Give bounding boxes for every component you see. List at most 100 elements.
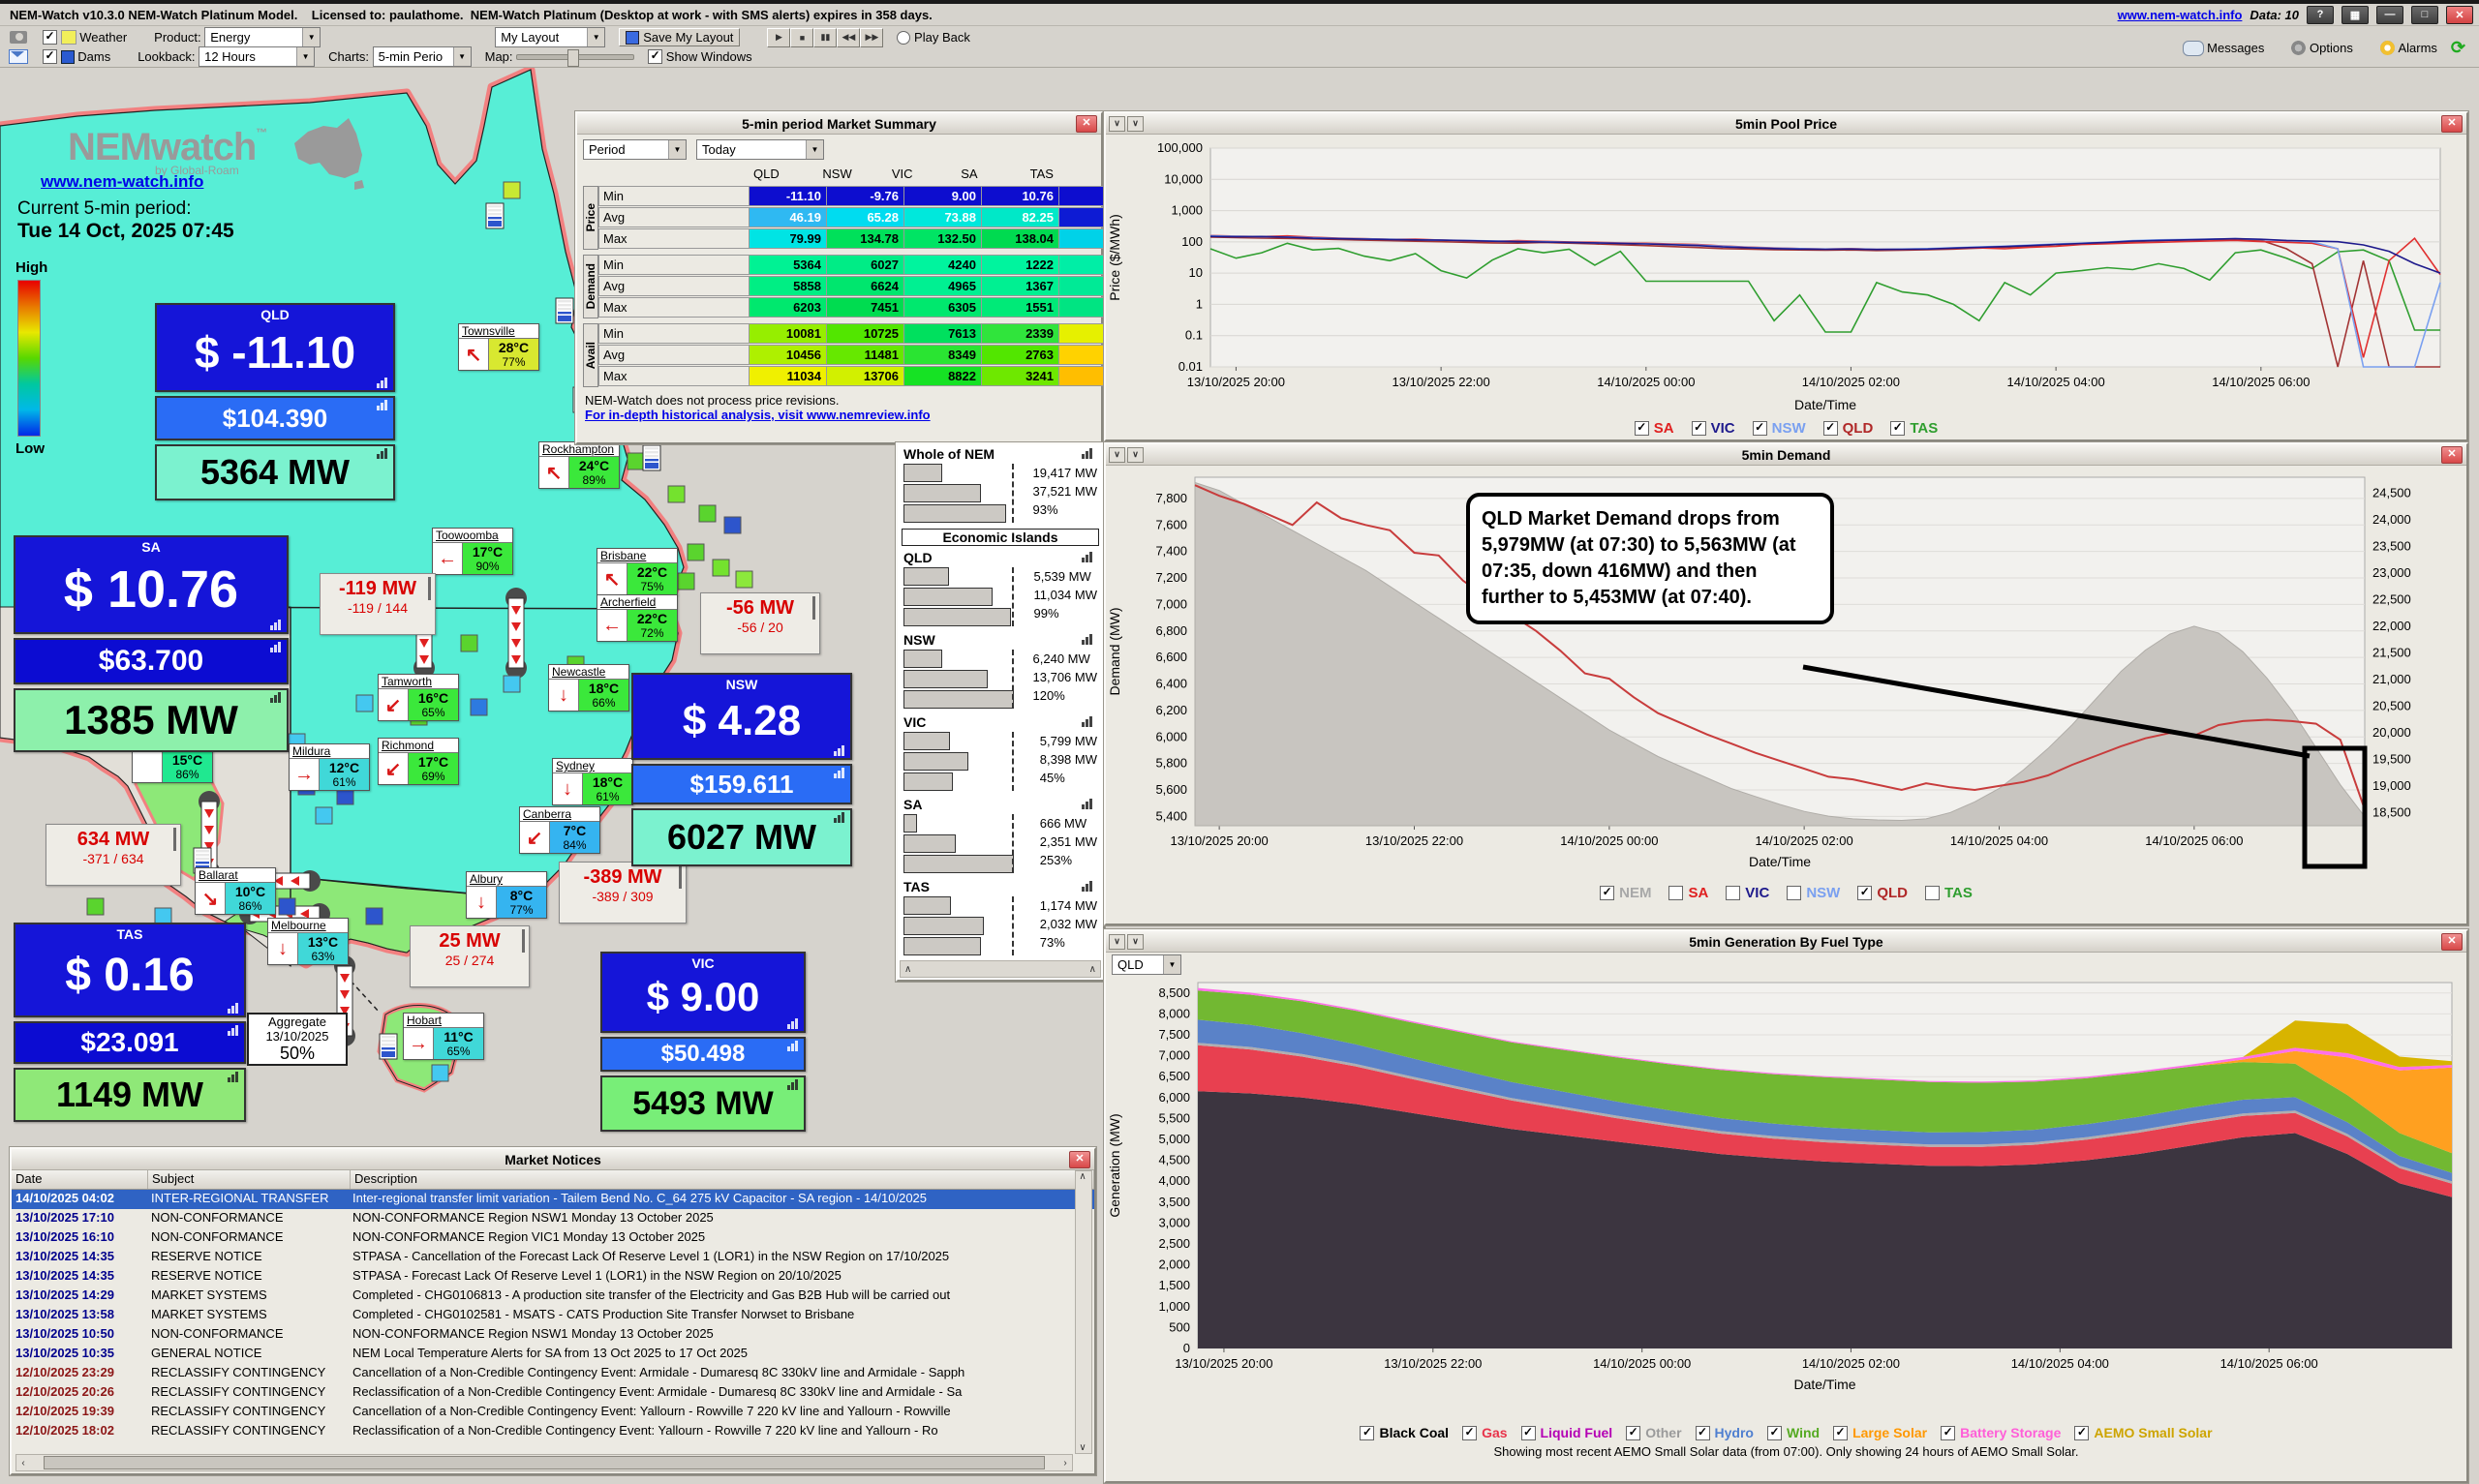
notice-row[interactable]: 13/10/2025 14:35 RESERVE NOTICE STPASA - F… bbox=[15, 1268, 842, 1283]
dams-checkbox[interactable]: ✓ bbox=[43, 49, 57, 64]
layout-dropdown[interactable]: My Layout ▼ bbox=[495, 27, 606, 47]
weather-station-archerfield[interactable]: Archerfield ← 22°C 72% bbox=[597, 594, 678, 642]
camera-icon[interactable] bbox=[8, 28, 29, 47]
region-price-box-nsw[interactable]: NSW $ 4.28 $159.611 6027 MW bbox=[631, 673, 852, 870]
generator-marker[interactable] bbox=[712, 559, 730, 577]
generator-marker[interactable] bbox=[431, 1064, 449, 1082]
generation-region-dropdown[interactable]: QLD ▼ bbox=[1112, 954, 1181, 975]
close-icon[interactable]: ✕ bbox=[1069, 1151, 1090, 1168]
weather-station-ballarat[interactable]: Ballarat ↘ 10°C 86% bbox=[195, 867, 276, 915]
weather-station-brisbane[interactable]: Brisbane ↖ 22°C 75% bbox=[597, 548, 678, 595]
checkbox[interactable]: ✓ bbox=[1600, 886, 1615, 900]
weather-station-tamworth[interactable]: Tamworth ↙ 16°C 65% bbox=[378, 674, 459, 721]
pool-legend-nsw[interactable]: ✓ NSW bbox=[1752, 420, 1806, 437]
checkbox[interactable]: ✓ bbox=[1360, 1425, 1375, 1440]
checkbox[interactable] bbox=[1726, 886, 1741, 900]
notice-row[interactable]: 13/10/2025 10:50 NON-CONFORMANCE NON-CONFO… bbox=[15, 1326, 714, 1341]
pool-legend-qld[interactable]: ✓ QLD bbox=[1822, 420, 1873, 437]
help-button[interactable]: ? bbox=[2307, 5, 2334, 24]
generation-titlebar[interactable]: ∨ ∨ 5min Generation By Fuel Type ✕ bbox=[1106, 931, 2466, 953]
checkbox[interactable] bbox=[1787, 886, 1802, 900]
sidebar-site-link[interactable]: www.nem-watch.info bbox=[41, 172, 204, 191]
save-layout-button[interactable]: Save My Layout bbox=[619, 28, 741, 46]
chart-options-buttons[interactable]: ∨ ∨ bbox=[1109, 934, 1144, 950]
notices-col-description[interactable]: Description bbox=[351, 1170, 1094, 1189]
close-icon[interactable]: ✕ bbox=[1076, 115, 1097, 133]
notice-row[interactable]: 13/10/2025 14:35 RESERVE NOTICE STPASA - C… bbox=[15, 1249, 950, 1263]
close-icon[interactable]: ✕ bbox=[2441, 933, 2463, 951]
demand-legend-qld[interactable]: ✓ QLD bbox=[1857, 885, 1908, 901]
market-notices-titlebar[interactable]: Market Notices ✕ bbox=[12, 1149, 1094, 1170]
playback-radio[interactable] bbox=[897, 30, 911, 45]
checkbox[interactable]: ✓ bbox=[1941, 1425, 1956, 1440]
generation-legend-battery-storage[interactable]: ✓ Battery Storage bbox=[1941, 1425, 2061, 1440]
generator-marker[interactable] bbox=[735, 570, 753, 589]
generator-marker[interactable] bbox=[627, 452, 645, 470]
weather-station-richmond[interactable]: Richmond ↙ 17°C 69% bbox=[378, 738, 459, 785]
nemreview-link[interactable]: For in-depth historical analysis, visit … bbox=[585, 408, 931, 422]
generator-marker[interactable] bbox=[723, 516, 742, 534]
generation-legend-hydro[interactable]: ✓ Hydro bbox=[1695, 1425, 1754, 1440]
chart-options-buttons[interactable]: ∨ ∨ bbox=[1109, 447, 1144, 463]
checkbox[interactable]: ✓ bbox=[1890, 421, 1906, 436]
weather-station-newcastle[interactable]: Newcastle ↓ 18°C 66% bbox=[548, 664, 629, 712]
region-price-box-sa[interactable]: SA $ 10.76 $63.700 1385 MW bbox=[14, 535, 289, 756]
generation-legend-gas[interactable]: ✓ Gas bbox=[1462, 1425, 1508, 1440]
checkbox[interactable]: ✓ bbox=[1626, 1425, 1641, 1440]
checkbox[interactable]: ✓ bbox=[1695, 1425, 1710, 1440]
generation-legend-liquid-fuel[interactable]: ✓ Liquid Fuel bbox=[1520, 1425, 1612, 1440]
weather-station-melbourne[interactable]: Melbourne ↓ 13°C 63% bbox=[267, 918, 349, 965]
show-windows-checkbox[interactable]: ✓ bbox=[648, 49, 663, 64]
generator-marker[interactable] bbox=[667, 485, 686, 503]
options-button[interactable]: Options bbox=[2310, 41, 2353, 55]
weather-station-townsville[interactable]: Townsville ↖ 28°C 77% bbox=[458, 323, 539, 371]
demand-legend-tas[interactable]: TAS bbox=[1924, 885, 1973, 901]
pool-price-titlebar[interactable]: ∨ ∨ 5min Pool Price ✕ bbox=[1106, 113, 2466, 135]
checkbox[interactable]: ✓ bbox=[1462, 1425, 1478, 1440]
demand-legend-nsw[interactable]: NSW bbox=[1787, 885, 1840, 901]
region-price-box-qld[interactable]: QLD $ -11.10 $104.390 5364 MW bbox=[155, 303, 395, 504]
stop-button[interactable]: ■ bbox=[790, 27, 814, 47]
generation-legend-large-solar[interactable]: ✓ Large Solar bbox=[1833, 1425, 1927, 1440]
checkbox[interactable]: ✓ bbox=[1691, 421, 1706, 436]
play-button[interactable]: ▶ bbox=[767, 27, 791, 47]
generator-marker[interactable] bbox=[460, 634, 478, 652]
alarms-button[interactable]: Alarms bbox=[2398, 41, 2437, 55]
weather-checkbox[interactable]: ✓ bbox=[43, 30, 57, 45]
generator-marker[interactable] bbox=[677, 572, 695, 591]
weather-station-rockhampton[interactable]: Rockhampton ↖ 24°C 89% bbox=[538, 441, 620, 489]
checkbox[interactable]: ✓ bbox=[1833, 1425, 1849, 1440]
flow-vic-nsw[interactable]: -389 MW -389 / 309 bbox=[559, 862, 687, 924]
generator-marker[interactable] bbox=[503, 675, 521, 693]
notice-row[interactable]: 12/10/2025 20:26 RECLASSIFY CONTINGENCY Re… bbox=[15, 1384, 963, 1399]
notice-row[interactable]: 12/10/2025 18:02 RECLASSIFY CONTINGENCY Re… bbox=[15, 1423, 938, 1438]
checkbox[interactable]: ✓ bbox=[1520, 1425, 1536, 1440]
pool-legend-tas[interactable]: ✓ TAS bbox=[1890, 420, 1938, 437]
maximize-button[interactable]: □ bbox=[2411, 5, 2438, 24]
notices-col-subject[interactable]: Subject bbox=[148, 1170, 351, 1189]
summary-metric-dropdown[interactable]: Period ▼ bbox=[583, 139, 687, 160]
checkbox[interactable]: ✓ bbox=[1634, 421, 1649, 436]
notice-row[interactable]: 13/10/2025 10:35 GENERAL NOTICE NEM Local … bbox=[15, 1346, 749, 1360]
generator-marker[interactable] bbox=[278, 897, 296, 916]
close-icon[interactable]: ✕ bbox=[2441, 115, 2463, 133]
charts-dropdown[interactable]: 5-min Perio ▼ bbox=[372, 46, 472, 67]
notice-row[interactable]: 13/10/2025 16:10 NON-CONFORMANCE NON-CONFO… bbox=[15, 1229, 706, 1244]
flow-terranora[interactable]: -56 MW -56 / 20 bbox=[700, 592, 820, 654]
generator-marker[interactable] bbox=[86, 897, 105, 916]
notice-row[interactable]: 14/10/2025 04:02 INTER-REGIONAL TRANSFER I… bbox=[12, 1190, 1094, 1209]
generation-legend-wind[interactable]: ✓ Wind bbox=[1766, 1425, 1820, 1440]
chart-options-buttons[interactable]: ∨ ∨ bbox=[1109, 116, 1144, 132]
region-price-box-vic[interactable]: VIC $ 9.00 $50.498 5493 MW bbox=[600, 952, 806, 1136]
generation-legend-black-coal[interactable]: ✓ Black Coal bbox=[1360, 1425, 1449, 1440]
aggregate-box[interactable]: Aggregate 13/10/2025 50% bbox=[247, 1013, 348, 1066]
flow-qni[interactable]: -119 MW -119 / 144 bbox=[320, 573, 436, 635]
demand-legend-sa[interactable]: SA bbox=[1668, 885, 1708, 901]
notices-hscrollbar[interactable]: ‹ › bbox=[15, 1454, 1073, 1471]
checkbox[interactable]: ✓ bbox=[1857, 886, 1873, 900]
minimize-button[interactable]: — bbox=[2376, 5, 2403, 24]
checkbox[interactable] bbox=[1924, 886, 1940, 900]
map-zoom-slider[interactable] bbox=[516, 48, 635, 67]
mail-icon[interactable] bbox=[8, 47, 29, 67]
notice-row[interactable]: 13/10/2025 17:10 NON-CONFORMANCE NON-CONFO… bbox=[15, 1210, 714, 1225]
